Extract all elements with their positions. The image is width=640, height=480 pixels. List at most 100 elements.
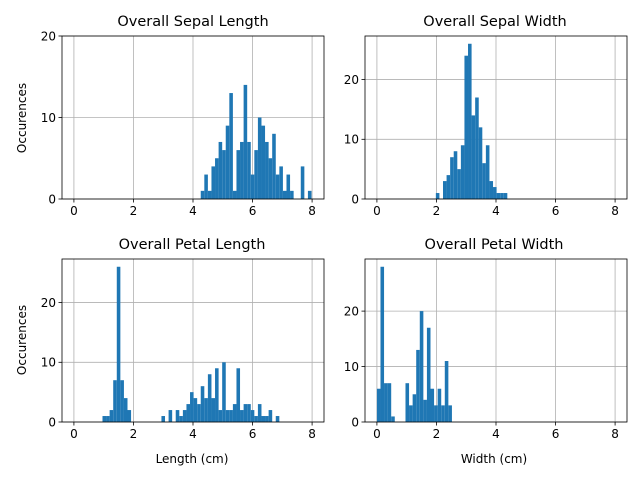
histogram-bar: [218, 410, 223, 422]
y-tick-label: 20: [41, 29, 56, 43]
histogram-bar: [222, 150, 226, 199]
histogram-bar: [446, 175, 451, 199]
y-tick-label: 10: [41, 356, 56, 370]
histogram-bar: [236, 150, 241, 199]
x-tick-label: 8: [611, 427, 619, 441]
y-axis-label: Occurences: [15, 83, 29, 153]
y-tick-label: 20: [344, 73, 359, 87]
histogram-bar: [204, 174, 208, 199]
plot-title: Overall Sepal Width: [423, 14, 566, 30]
histogram-bar: [471, 115, 476, 199]
histogram-bar: [175, 410, 180, 422]
histogram-bar: [261, 125, 266, 199]
histogram-bar: [268, 158, 273, 199]
histogram-bar: [200, 386, 205, 422]
histogram-bar: [387, 383, 392, 422]
histogram-bar: [211, 398, 216, 422]
histogram-bar: [190, 392, 194, 422]
histogram-bar: [376, 388, 381, 422]
x-tick-label: 4: [492, 204, 500, 218]
histogram-bar: [460, 145, 465, 199]
histogram-bar: [282, 190, 287, 199]
histogram-bar: [435, 193, 440, 199]
y-tick-label: 10: [344, 360, 359, 374]
x-axis-label: Width (cm): [461, 452, 527, 466]
y-tick-label: 10: [41, 111, 56, 125]
histogram-bar: [116, 266, 121, 422]
x-tick-label: 6: [249, 427, 257, 441]
histogram-bar: [464, 55, 469, 200]
histogram-bar: [257, 404, 262, 422]
y-tick-label: 0: [351, 415, 359, 429]
histogram-bar: [257, 117, 262, 199]
histogram-bar: [441, 405, 445, 422]
histogram-bar: [391, 416, 395, 422]
histogram-bar: [416, 349, 420, 422]
histogram-bar: [102, 416, 107, 422]
histogram-bar: [240, 141, 244, 199]
histogram-bar: [409, 405, 413, 422]
histogram-bar: [307, 190, 312, 199]
subplot-petal-width: Overall Petal Width Width (cm) 0 2 4 6 8 0 10 2…: [344, 237, 628, 466]
histogram-bar: [450, 157, 454, 199]
histogram-bar: [423, 399, 427, 422]
histogram-bar: [475, 97, 479, 199]
histogram-bar: [193, 398, 198, 422]
histogram-bar: [290, 190, 294, 199]
histogram-bar: [503, 193, 508, 199]
x-tick-label: 2: [130, 204, 138, 218]
histogram-bar: [448, 405, 452, 422]
histogram-bar: [106, 416, 110, 422]
x-tick-label: 8: [308, 204, 316, 218]
histogram-bar: [240, 410, 244, 422]
histogram-bar: [232, 190, 237, 199]
histogram-bar: [275, 174, 280, 199]
histogram-bar: [182, 410, 187, 422]
histogram-bar: [247, 404, 251, 422]
histogram-bar: [443, 181, 447, 199]
histogram-bar: [215, 368, 219, 422]
histogram-bar: [109, 410, 114, 422]
histogram-bar: [243, 404, 248, 422]
histogram-bar: [434, 405, 438, 422]
histogram-bar: [243, 84, 248, 199]
histogram-bar: [380, 266, 385, 422]
histogram-bar: [229, 410, 233, 422]
histogram-bar: [300, 166, 305, 199]
x-tick-label: 0: [70, 204, 78, 218]
histogram-bar: [405, 383, 410, 422]
histogram-bar: [250, 174, 255, 199]
histogram-bar: [222, 362, 226, 422]
x-tick-label: 4: [189, 204, 197, 218]
histogram-bar: [207, 190, 212, 199]
histogram-bar: [261, 416, 266, 422]
histogram-bar: [412, 394, 417, 422]
histogram-bar: [286, 174, 291, 199]
histogram-bar: [493, 187, 497, 199]
histogram-bar: [453, 151, 458, 199]
histogram-bar: [236, 368, 241, 422]
histogram-bar: [215, 158, 219, 199]
x-tick-label: 8: [611, 204, 619, 218]
x-tick-label: 2: [433, 204, 441, 218]
x-tick-label: 0: [373, 204, 381, 218]
histogram-bar: [120, 380, 124, 422]
histogram-bar: [250, 410, 255, 422]
histogram-bar: [225, 410, 230, 422]
histogram-bar: [489, 181, 494, 199]
histogram-bar: [265, 416, 269, 422]
histogram-bar: [127, 410, 132, 422]
y-tick-label: 20: [344, 304, 359, 318]
histogram-bar: [232, 404, 237, 422]
y-tick-label: 0: [48, 192, 56, 206]
x-tick-label: 0: [70, 427, 78, 441]
histogram-bar: [275, 416, 280, 422]
plot-title: Overall Petal Length: [119, 237, 266, 253]
histogram-bar: [197, 404, 201, 422]
histogram-bar: [211, 166, 216, 199]
histogram-bar: [426, 327, 431, 422]
histogram-bar: [500, 193, 504, 199]
histogram-bar: [207, 374, 212, 422]
histogram-bar: [419, 311, 424, 422]
